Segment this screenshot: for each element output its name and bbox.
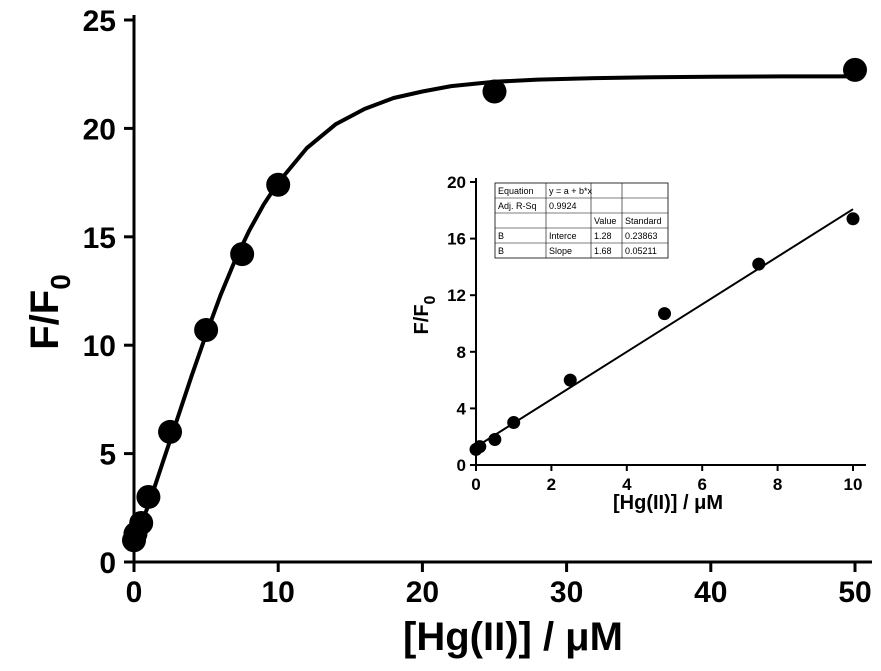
fit-table-cell: Interce	[549, 231, 577, 241]
main-axes	[124, 15, 872, 572]
fit-table-cell: 1.68	[594, 246, 612, 256]
inset-x-tick-label: 8	[773, 475, 782, 494]
fit-table-cell: 0.05211	[625, 246, 657, 256]
fit-table-cell: B	[498, 231, 504, 241]
inset-y-tick-label: 12	[447, 286, 466, 305]
inset-tick-labels: 0 2 4 6 8 10 0 4 8 12 16 20	[447, 173, 862, 494]
main-data-point	[194, 318, 219, 343]
inset-y-axis-title-subscript: 0	[422, 295, 439, 304]
fit-table-cell: B	[498, 246, 504, 256]
main-y-axis-title-subscript: 0	[45, 274, 76, 290]
inset-data-point	[658, 307, 671, 321]
inset-y-tick-label: 8	[457, 343, 466, 362]
main-x-tick-label: 40	[694, 576, 727, 609]
inset-x-tick-label: 4	[622, 475, 632, 494]
main-data-point	[136, 484, 161, 509]
main-data-point	[158, 419, 183, 444]
fit-results-table: Equation y = a + b*x Adj. R-Sq 0.9924 Value S…	[494, 182, 669, 259]
main-y-tick-label: 5	[99, 439, 116, 472]
inset-data-point	[846, 212, 860, 226]
main-x-axis-title: [Hg(II)] / μM	[403, 615, 623, 659]
main-y-tick-label: 20	[83, 113, 116, 146]
fit-table-cell: 0.23863	[625, 231, 658, 241]
inset-fit-line	[475, 208, 854, 448]
main-data-points	[122, 57, 867, 553]
main-y-axis-title: F/F0	[23, 274, 76, 350]
main-y-tick-label: 25	[83, 5, 116, 38]
main-fit-curve	[132, 74, 855, 542]
main-x-tick-label: 20	[406, 576, 439, 609]
fit-table-cell: y = a + b*x	[549, 186, 593, 196]
inset-y-tick-label: 4	[457, 399, 467, 418]
inset-axes	[470, 178, 866, 471]
inset-x-tick-label: 10	[844, 475, 863, 494]
fit-table-frame	[494, 182, 669, 259]
inset-y-axis-title: F/F0	[411, 295, 439, 334]
main-x-tick-label: 30	[550, 576, 583, 609]
inset-y-tick-label: 0	[457, 456, 466, 475]
main-y-tick-label: 15	[83, 222, 116, 255]
main-y-tick-label: 0	[99, 547, 116, 580]
fit-table-cell: Equation	[498, 186, 534, 196]
main-x-tick-label: 10	[262, 576, 295, 609]
main-x-tick-label: 0	[126, 576, 143, 609]
inset-x-axis-title: [Hg(II)] / μM	[613, 492, 723, 514]
fit-table-cell: Value	[594, 216, 616, 226]
inset-data-point	[488, 433, 502, 447]
main-data-point	[843, 57, 867, 82]
main-x-tick-label: 50	[838, 576, 871, 609]
main-fit-curve-layer	[132, 74, 855, 542]
inset-data-point	[563, 373, 577, 387]
fit-table-cell: 0.9924	[549, 201, 577, 211]
inset-y-tick-label: 16	[447, 230, 466, 249]
fit-table-cell: Slope	[549, 246, 572, 256]
inset-data-point	[507, 416, 521, 430]
main-data-point	[266, 172, 291, 197]
inset-data-point	[752, 257, 766, 271]
inset-fit-line-layer	[475, 208, 854, 448]
inset-y-axis-title-text: F/F	[411, 304, 433, 334]
main-data-point	[482, 79, 507, 104]
inset-x-tick-label: 0	[471, 475, 480, 494]
fit-table-cell: Standard	[625, 216, 662, 226]
main-data-point	[230, 242, 255, 267]
fit-table-cell: Adj. R-Sq	[498, 201, 537, 211]
main-y-tick-label: 10	[83, 330, 116, 363]
fit-table-cell: 1.28	[594, 231, 612, 241]
inset-x-tick-label: 6	[697, 475, 706, 494]
inset-x-tick-label: 2	[547, 475, 556, 494]
main-y-axis-title-text: F/F	[23, 290, 67, 350]
inset-y-tick-label: 20	[447, 173, 466, 192]
